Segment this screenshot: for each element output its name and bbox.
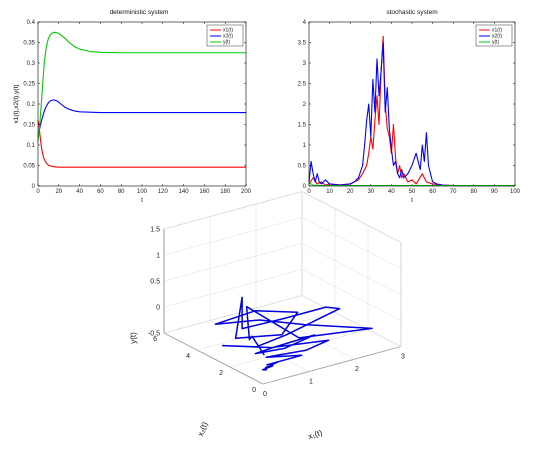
y-tick-label: 3 [303, 61, 307, 67]
x-tick-label: 140 [179, 189, 190, 195]
stochastic-chart: stochastic system 0 10 20 30 40 50 60 70 80 90 100… [298, 9, 521, 204]
y-tick-label: 0.2 [27, 102, 36, 108]
deterministic-chart: deterministic system 0 20 40 60 80 100 120 140 1… [13, 9, 252, 204]
legend-label: y(t) [492, 40, 500, 46]
plot-frame [37, 21, 247, 187]
series-line-3 [37, 31, 246, 141]
z-tick-label: 1.5 [150, 227, 160, 234]
floor-grid-line [229, 329, 369, 368]
x-tick-label: 90 [491, 189, 498, 195]
x-tick-label: 40 [388, 189, 395, 195]
y-tick-label: 0.25 [23, 82, 35, 88]
y-tick-label: 0.05 [23, 164, 35, 170]
x-tick-label: 3 [401, 354, 405, 361]
x-tick-label: 100 [137, 189, 148, 195]
wall-grid-line [301, 191, 402, 243]
z-tick-label: 1 [156, 253, 160, 260]
y-tick-label: 0 [252, 387, 256, 394]
legend: x1(t)x2(t)y(t) [475, 24, 513, 47]
x-tick-label: 2 [355, 366, 359, 373]
y-tick-label: 0 [32, 184, 36, 190]
wall-grid-line [301, 243, 402, 295]
y-tick-label: 1.5 [298, 123, 307, 129]
wall-grid-line [163, 269, 303, 308]
legend-label: x2(t) [492, 34, 502, 40]
y-tick-label: 2 [303, 102, 307, 108]
x-tick-label: 50 [409, 189, 416, 195]
series-line-2 [308, 41, 515, 187]
wall-grid-line [301, 269, 402, 321]
x-tick-label: 1 [309, 379, 313, 386]
y-tick-label: 0.35 [23, 41, 35, 47]
wall-grid-line [163, 295, 303, 334]
wall-grid-line [163, 191, 303, 230]
x-tick-label: 80 [470, 189, 477, 195]
wall-grid-line [163, 217, 303, 256]
series-line-1 [37, 120, 246, 168]
x-tick-label: 200 [241, 189, 252, 195]
x-axis-label: t [411, 197, 413, 204]
legend-label: x1(t) [492, 28, 502, 34]
z-axis-label: y(t) [129, 332, 138, 344]
y-tick-label: 0.3 [27, 61, 36, 67]
legend-label: x1(t) [223, 28, 233, 34]
x-tick-label: 160 [199, 189, 210, 195]
floor-grid-line [196, 312, 336, 351]
x-tick-label: 0 [307, 189, 311, 195]
chart-title: stochastic system [386, 9, 437, 16]
plot-frame [308, 21, 516, 187]
series-line-3 [308, 181, 515, 187]
wall-grid-line [301, 295, 402, 347]
x-axis-label: t [141, 197, 143, 204]
x-axis-label: x₁(t) [307, 428, 324, 441]
y-tick-label: 0.1 [27, 143, 36, 149]
floor-grid-line [255, 307, 356, 360]
x-tick-label: 20 [55, 189, 62, 195]
y-tick-label: 2 [219, 370, 223, 377]
x-tick-label: 0 [36, 189, 40, 195]
floor-grid-line [262, 346, 402, 385]
y-tick-label: 2.5 [298, 82, 307, 88]
z-tick-label: 0.5 [150, 279, 160, 286]
series-line-1 [308, 35, 515, 187]
chart-title: deterministic system [110, 9, 169, 16]
y-axis-label: x1(t),x2(t),y(t) [13, 85, 20, 124]
z-tick-label: -0.5 [148, 331, 160, 338]
y-tick-label: 0 [303, 184, 307, 190]
x-tick-label: 60 [97, 189, 104, 195]
y-tick-label: 1 [303, 143, 307, 149]
x-tick-label: 10 [326, 189, 333, 195]
x-tick-label: 60 [429, 189, 436, 195]
x-tick-label: 0 [263, 391, 267, 398]
y-tick-label: 4 [186, 353, 190, 360]
x-tick-label: 40 [76, 189, 83, 195]
legend-label: y(t) [223, 40, 231, 46]
legend-label: x2(t) [223, 34, 233, 40]
y-tick-label: 6 [153, 336, 157, 343]
floor-grid-line [163, 332, 264, 385]
x-tick-label: 180 [220, 189, 231, 195]
series-line-2 [37, 99, 246, 137]
wall-grid-line [163, 243, 303, 282]
x-tick-label: 20 [347, 189, 354, 195]
y-tick-label: 0.5 [298, 164, 307, 170]
trajectory-line [214, 296, 373, 371]
x-tick-label: 30 [367, 189, 374, 195]
z-tick-label: 0 [156, 305, 160, 312]
y-tick-label: 0.4 [27, 20, 36, 26]
legend: x1(t)x2(t)y(t) [206, 24, 244, 47]
x-tick-label: 70 [450, 189, 457, 195]
y-tick-label: 0.15 [23, 123, 35, 129]
y-axis-label: x₂(t) [196, 420, 210, 437]
x-tick-label: 100 [510, 189, 521, 195]
x-tick-label: 80 [118, 189, 125, 195]
y-tick-label: 4 [303, 20, 307, 26]
wall-grid-line [301, 217, 402, 269]
x-tick-label: 120 [158, 189, 169, 195]
y-tick-label: 3.5 [298, 41, 307, 47]
